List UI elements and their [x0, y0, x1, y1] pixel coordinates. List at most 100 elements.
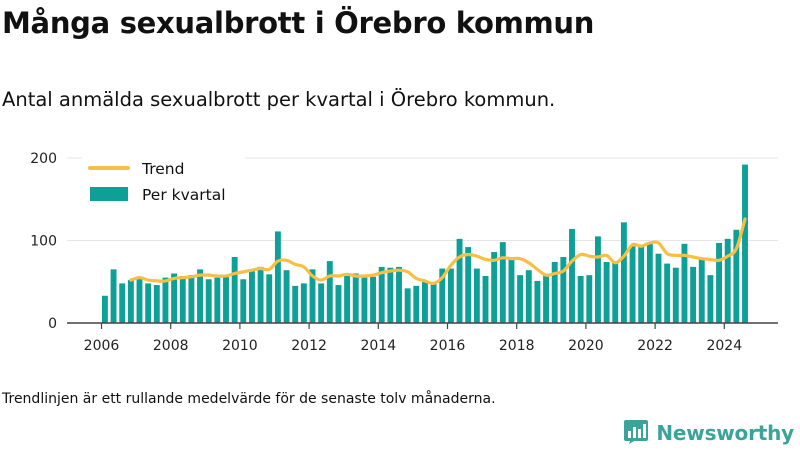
axes: 0 100 200 2006 2008 2010 2012 2014 2016 2018 2020 2… [30, 151, 778, 354]
bar [335, 285, 342, 323]
bar [274, 231, 281, 323]
bar [205, 279, 212, 323]
bar [404, 288, 411, 323]
bar [491, 252, 498, 323]
y-tick-label: 100 [30, 234, 57, 250]
footnote: Trendlinjen är ett rullande medelvärde f… [2, 391, 496, 407]
bar [110, 269, 117, 323]
chart-title: Många sexualbrott i Örebro kommun [2, 6, 595, 40]
bar [171, 273, 178, 323]
bar [197, 269, 203, 323]
bar [413, 285, 420, 323]
bar [543, 275, 549, 323]
bar [396, 266, 402, 323]
bar [482, 275, 489, 323]
x-tick-label: 2006 [84, 338, 120, 354]
x-tick-label: 2014 [360, 338, 396, 354]
bar [465, 247, 472, 323]
bar-series [101, 164, 748, 323]
bar [560, 257, 567, 323]
x-tick-label: 2012 [291, 338, 327, 354]
bar [188, 275, 195, 323]
bar [603, 261, 610, 323]
bar [162, 277, 169, 323]
bar [473, 268, 480, 323]
bar [136, 276, 143, 323]
x-tick-label: 2022 [637, 338, 673, 354]
bar [681, 243, 688, 323]
bar [664, 263, 671, 323]
bar [361, 277, 368, 323]
bar [231, 257, 238, 323]
bar [119, 283, 126, 323]
bar [551, 261, 558, 323]
bar [690, 266, 697, 323]
bar [612, 261, 619, 323]
legend: Trend Per kvartal [82, 156, 245, 212]
legend-bar-label: Per kvartal [142, 186, 226, 204]
bar [257, 266, 264, 323]
brand-name: Newsworthy [656, 421, 794, 445]
bar [439, 268, 446, 323]
brand[interactable]: Newsworthy [623, 418, 794, 448]
bar [447, 268, 454, 323]
bar [517, 275, 524, 323]
bar [344, 275, 351, 323]
trend-line [129, 217, 747, 286]
chart-subtitle: Antal anmälda sexualbrott per kvartal i … [2, 88, 556, 111]
bar [620, 222, 627, 323]
bar [499, 242, 506, 323]
bar [145, 283, 152, 323]
bar [534, 280, 541, 323]
bar [716, 242, 722, 323]
x-tick-label: 2020 [568, 338, 604, 354]
bar [672, 267, 679, 323]
bar [577, 275, 584, 323]
legend-trend-label: Trend [141, 160, 184, 178]
trend-series [129, 217, 747, 286]
bar-chart-logo-icon [623, 418, 649, 448]
bar [266, 274, 273, 323]
bar [387, 267, 394, 323]
x-tick-label: 2010 [222, 338, 258, 354]
x-tick-label: 2018 [499, 338, 535, 354]
bar [378, 266, 385, 323]
chart-area: 0 100 200 2006 2008 2010 2012 2014 2016 2018 2020 2… [30, 151, 778, 354]
bar [179, 275, 186, 323]
bar [569, 228, 575, 323]
bar [214, 277, 221, 323]
bar [646, 242, 653, 323]
x-tick-label: 2016 [430, 338, 466, 354]
bar [456, 238, 463, 323]
bar [240, 279, 247, 323]
bar [223, 275, 229, 323]
bar [525, 270, 532, 323]
bar [370, 276, 376, 323]
bar [638, 244, 645, 323]
bar [309, 269, 316, 323]
bar [430, 283, 437, 323]
bar [422, 281, 428, 323]
bar [300, 283, 307, 323]
bar [742, 164, 748, 323]
x-tick-label: 2024 [706, 338, 742, 354]
bar [352, 273, 359, 323]
bar [698, 257, 705, 323]
bar [629, 246, 636, 323]
bar [249, 270, 255, 323]
bar [655, 253, 662, 323]
bar [153, 285, 160, 323]
bar [292, 285, 299, 323]
bar [707, 275, 714, 323]
x-tick-label: 2008 [153, 338, 189, 354]
y-tick-label: 0 [48, 316, 57, 332]
bar [127, 280, 134, 323]
bar [326, 261, 333, 323]
bar [586, 275, 593, 323]
bar [283, 270, 290, 323]
bar [508, 258, 515, 323]
bar [733, 229, 740, 323]
bar [318, 283, 325, 323]
legend-background [82, 156, 245, 212]
y-tick-label: 200 [30, 151, 57, 167]
